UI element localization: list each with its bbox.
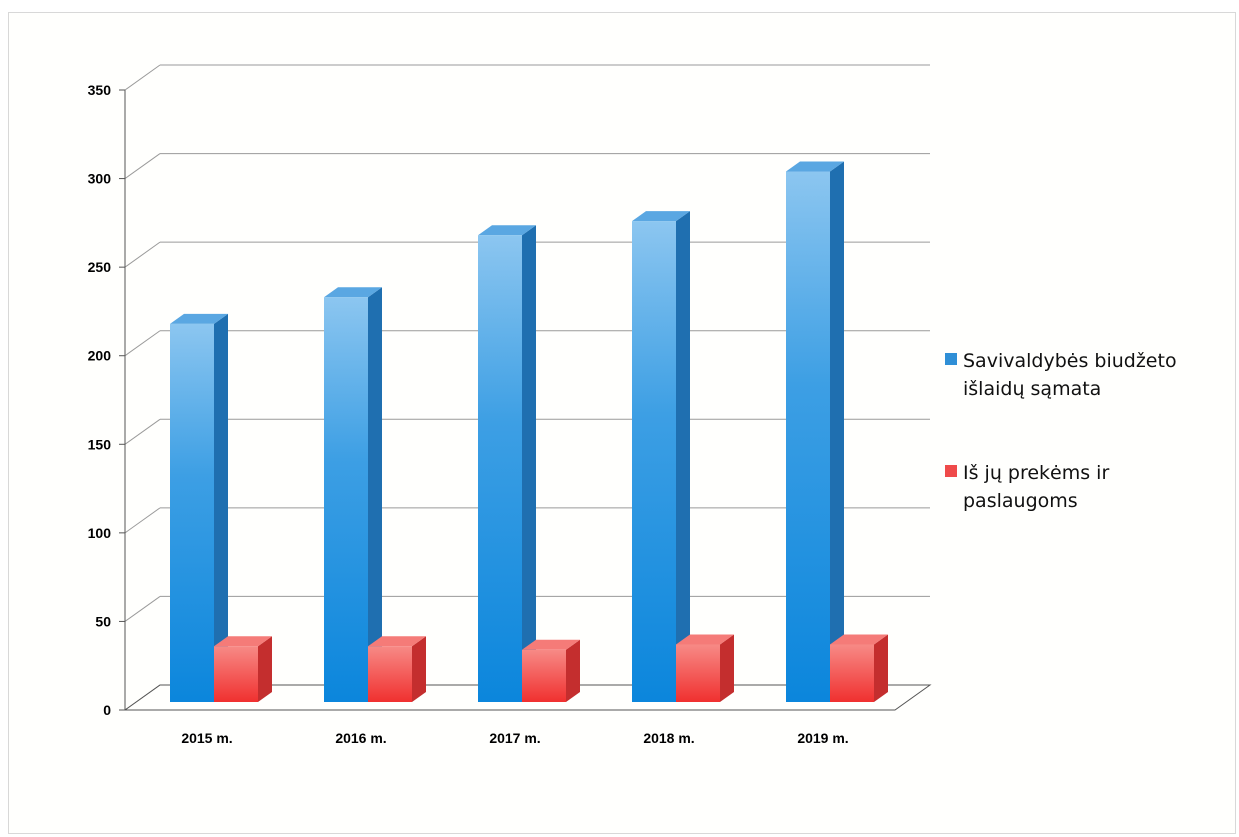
bar-top <box>478 225 536 236</box>
y-tick-label: 0 <box>103 702 111 718</box>
bar-goods-services <box>368 646 412 702</box>
legend-label: išlaidų sąmata <box>963 378 1101 400</box>
bar-goods-services <box>676 644 720 702</box>
y-tick-label: 250 <box>88 259 112 275</box>
gridline-side <box>124 418 161 445</box>
x-tick-label: 2017 m. <box>489 730 540 746</box>
bar-side <box>258 636 272 702</box>
legend-label: Iš jų prekėms ir <box>963 462 1109 484</box>
legend-swatch <box>945 353 957 365</box>
y-tick-label: 100 <box>88 525 112 541</box>
x-tick-label: 2018 m. <box>643 730 694 746</box>
bar-top <box>368 636 426 647</box>
x-tick-label: 2016 m. <box>335 730 386 746</box>
bar-side <box>412 636 426 702</box>
y-tick-label: 50 <box>95 613 111 629</box>
bar-side <box>676 211 690 702</box>
bar-top <box>324 287 382 298</box>
bar-budget <box>324 297 368 702</box>
bar-budget <box>786 171 830 703</box>
bar-budget <box>170 323 214 702</box>
legend: Savivaldybės biudžeto išlaidų sąmata Iš jų… <box>945 350 1177 512</box>
bar-goods-services <box>214 646 258 702</box>
bar-goods-services <box>522 649 566 702</box>
bars <box>170 161 888 703</box>
bar-top <box>632 211 690 222</box>
gridline-side <box>124 64 161 91</box>
legend-swatch <box>945 465 957 477</box>
gridline-side <box>124 241 161 268</box>
chart-floor <box>123 684 932 711</box>
y-tick-label: 350 <box>88 82 112 98</box>
legend-label: Savivaldybės biudžeto <box>963 350 1177 372</box>
gridline-side <box>124 507 161 534</box>
bar-budget <box>478 235 522 702</box>
bar-top <box>786 161 844 172</box>
x-tick-label: 2019 m. <box>797 730 848 746</box>
bar-top <box>522 639 580 650</box>
bar-side <box>368 287 382 702</box>
bar-top <box>170 313 228 324</box>
bar-side <box>874 634 888 702</box>
gridline-side <box>124 330 161 357</box>
bar-budget <box>632 221 676 702</box>
gridline-side <box>124 153 161 179</box>
bar-top <box>676 634 734 645</box>
bar-goods-services <box>830 644 874 702</box>
y-tick-label: 300 <box>88 171 112 187</box>
bar-side <box>830 161 844 703</box>
legend-label: paslaugoms <box>963 490 1078 512</box>
gridline-side <box>124 596 161 622</box>
y-tick-label: 150 <box>88 436 112 452</box>
axes: 0 50 100 150 200 250 300 350 2015 m. 2016 m. 2017 … <box>88 82 849 746</box>
bar-top <box>214 636 272 647</box>
bar-side <box>522 225 536 702</box>
y-tick-label: 200 <box>88 348 112 364</box>
bar-side <box>214 313 228 702</box>
bar-top <box>830 634 888 645</box>
bar-side <box>566 639 580 702</box>
bar-side <box>720 634 734 702</box>
x-tick-label: 2015 m. <box>181 730 232 746</box>
